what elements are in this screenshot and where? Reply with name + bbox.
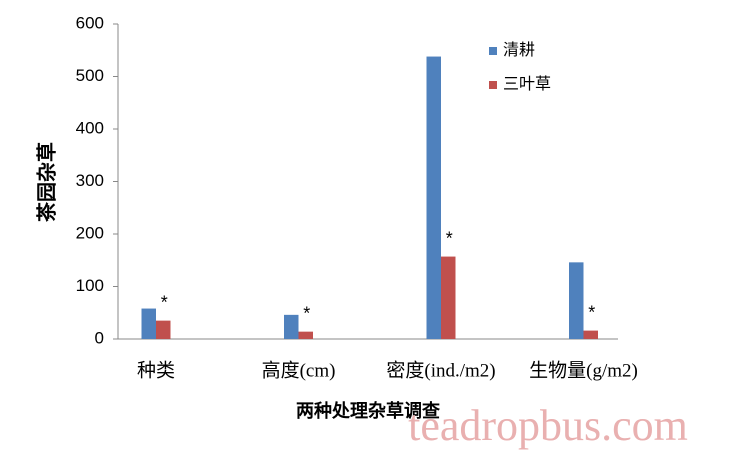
legend-label: 清耕	[503, 41, 535, 59]
x-tick-label: 高度(cm)	[262, 359, 336, 381]
significance-mark: *	[303, 303, 310, 323]
y-axis-label: 茶园杂草	[34, 142, 58, 222]
y-tick-label: 600	[76, 13, 104, 32]
significance-mark: *	[446, 228, 453, 248]
y-tick-label: 200	[76, 223, 104, 242]
legend-swatch	[489, 81, 497, 89]
bar	[156, 320, 171, 339]
significance-mark: *	[161, 292, 168, 312]
bar	[569, 262, 584, 339]
bar	[298, 331, 313, 339]
watermark: teadropbus.com	[408, 401, 688, 450]
y-tick-label: 300	[76, 171, 104, 190]
significance-mark: *	[588, 302, 595, 322]
y-tick-label: 500	[76, 66, 104, 85]
x-tick-label: 生物量(g/m2)	[529, 359, 638, 381]
y-tick-label: 100	[76, 276, 104, 295]
y-tick-label: 400	[76, 118, 104, 137]
bar	[426, 56, 441, 340]
y-tick-label: 0	[95, 328, 104, 347]
x-axis-label: 两种处理杂草调查	[296, 400, 440, 421]
bar	[441, 256, 456, 339]
bar	[583, 330, 598, 339]
x-tick-label: 种类	[137, 359, 175, 381]
legend-swatch	[489, 47, 497, 55]
legend-label: 三叶草	[503, 75, 551, 93]
bar	[141, 308, 156, 339]
bar	[284, 314, 299, 339]
x-tick-label: 密度(ind./m2)	[386, 359, 495, 381]
